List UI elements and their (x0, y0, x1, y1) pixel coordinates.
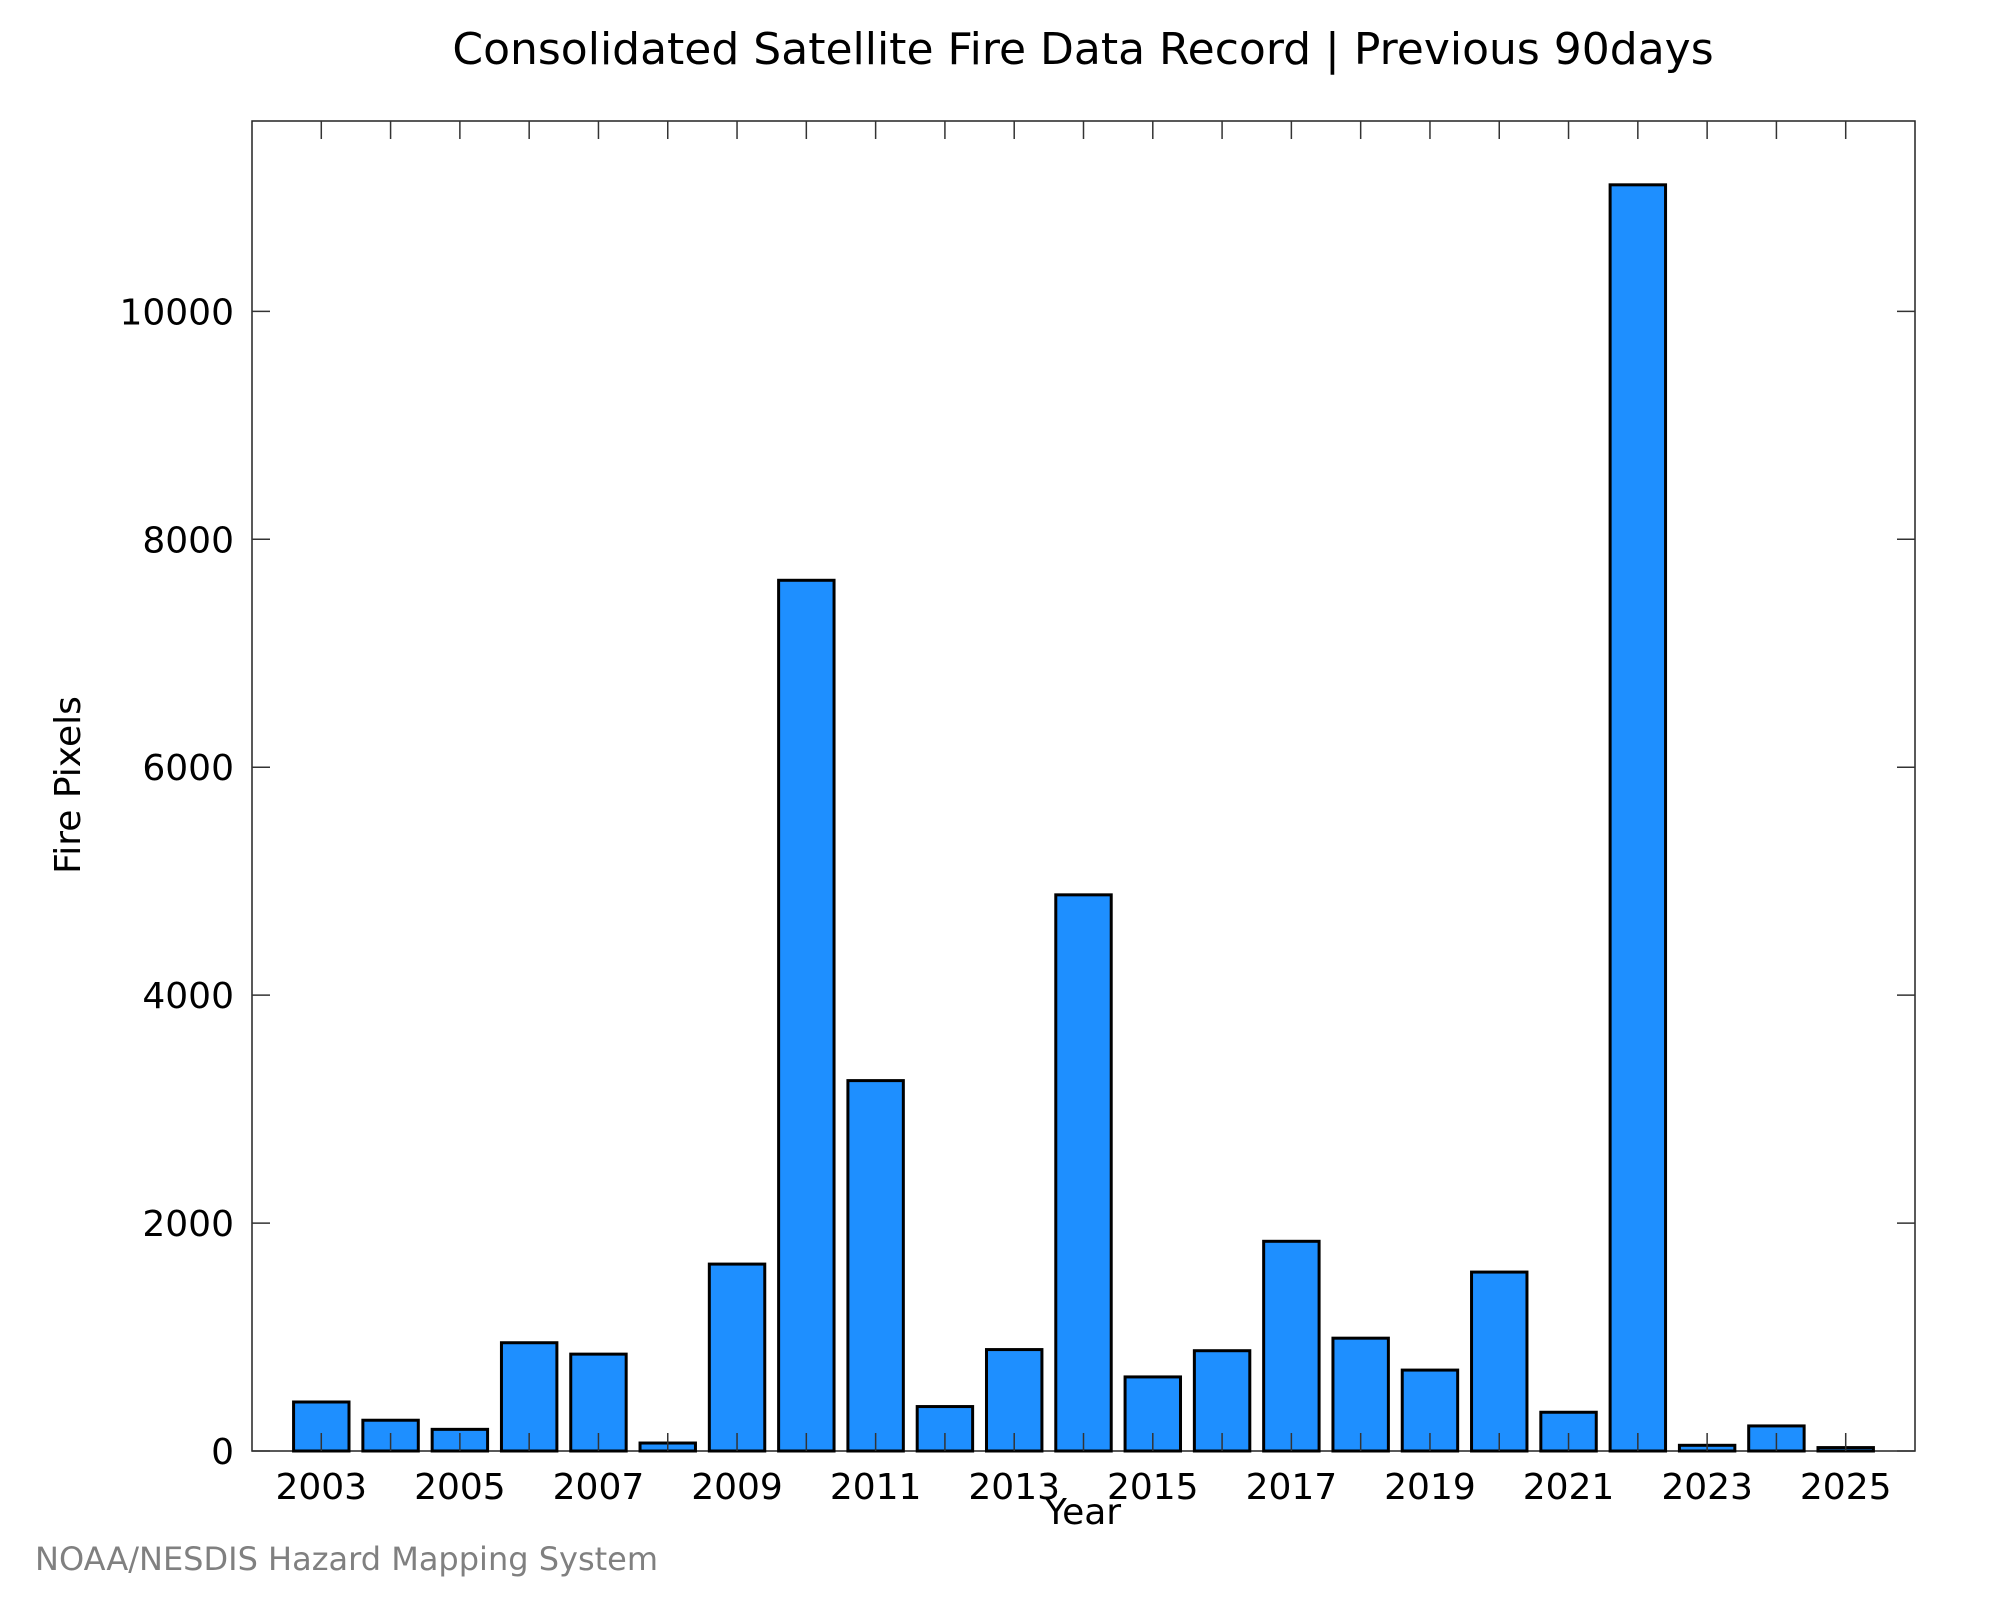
bar-2020 (1470, 1270, 1529, 1453)
x-tick-label: 2017 (1246, 1467, 1338, 1508)
x-tick-label: 2013 (968, 1467, 1060, 1508)
y-axis-label: Fire Pixels (48, 696, 89, 874)
bar-2022 (1608, 183, 1668, 1453)
x-axis-ticks: 2003 2005 2007 2009 2011 2013 2015 2017 2019 2021… (275, 121, 1892, 1508)
bar-2011 (846, 1079, 905, 1453)
x-tick-label: 2007 (553, 1467, 645, 1508)
x-tick-label: 2019 (1384, 1467, 1476, 1508)
bar-2009 (707, 1262, 767, 1453)
y-tick-label: 0 (211, 1432, 234, 1473)
x-tick-label: 2021 (1523, 1467, 1615, 1508)
y-tick-label: 6000 (142, 748, 234, 789)
bar-2010 (777, 578, 836, 1453)
x-tick-label: 2011 (830, 1467, 922, 1508)
x-tick-label: 2005 (414, 1467, 506, 1508)
x-tick-label: 2009 (691, 1467, 783, 1508)
bar-2017 (1262, 1239, 1321, 1453)
x-tick-label: 2025 (1800, 1467, 1892, 1508)
y-tick-label: 2000 (142, 1204, 234, 1245)
chart-title: Consolidated Satellite Fire Data Record … (452, 24, 1713, 75)
bar-2006 (499, 1341, 559, 1453)
y-axis-ticks: 0 2000 4000 6000 8000 10000 (119, 292, 1915, 1473)
x-tick-label: 2023 (1661, 1467, 1753, 1508)
y-tick-label: 10000 (119, 292, 234, 333)
y-tick-label: 8000 (142, 520, 234, 561)
x-tick-label: 2015 (1107, 1467, 1199, 1508)
footer-credit: NOAA/NESDIS Hazard Mapping System (35, 1540, 658, 1578)
x-tick-label: 2003 (275, 1467, 367, 1508)
bar-series (292, 183, 1875, 1453)
x-axis-label: Year (1044, 1492, 1121, 1533)
bar-2014 (1054, 893, 1113, 1453)
y-tick-label: 4000 (142, 976, 234, 1017)
